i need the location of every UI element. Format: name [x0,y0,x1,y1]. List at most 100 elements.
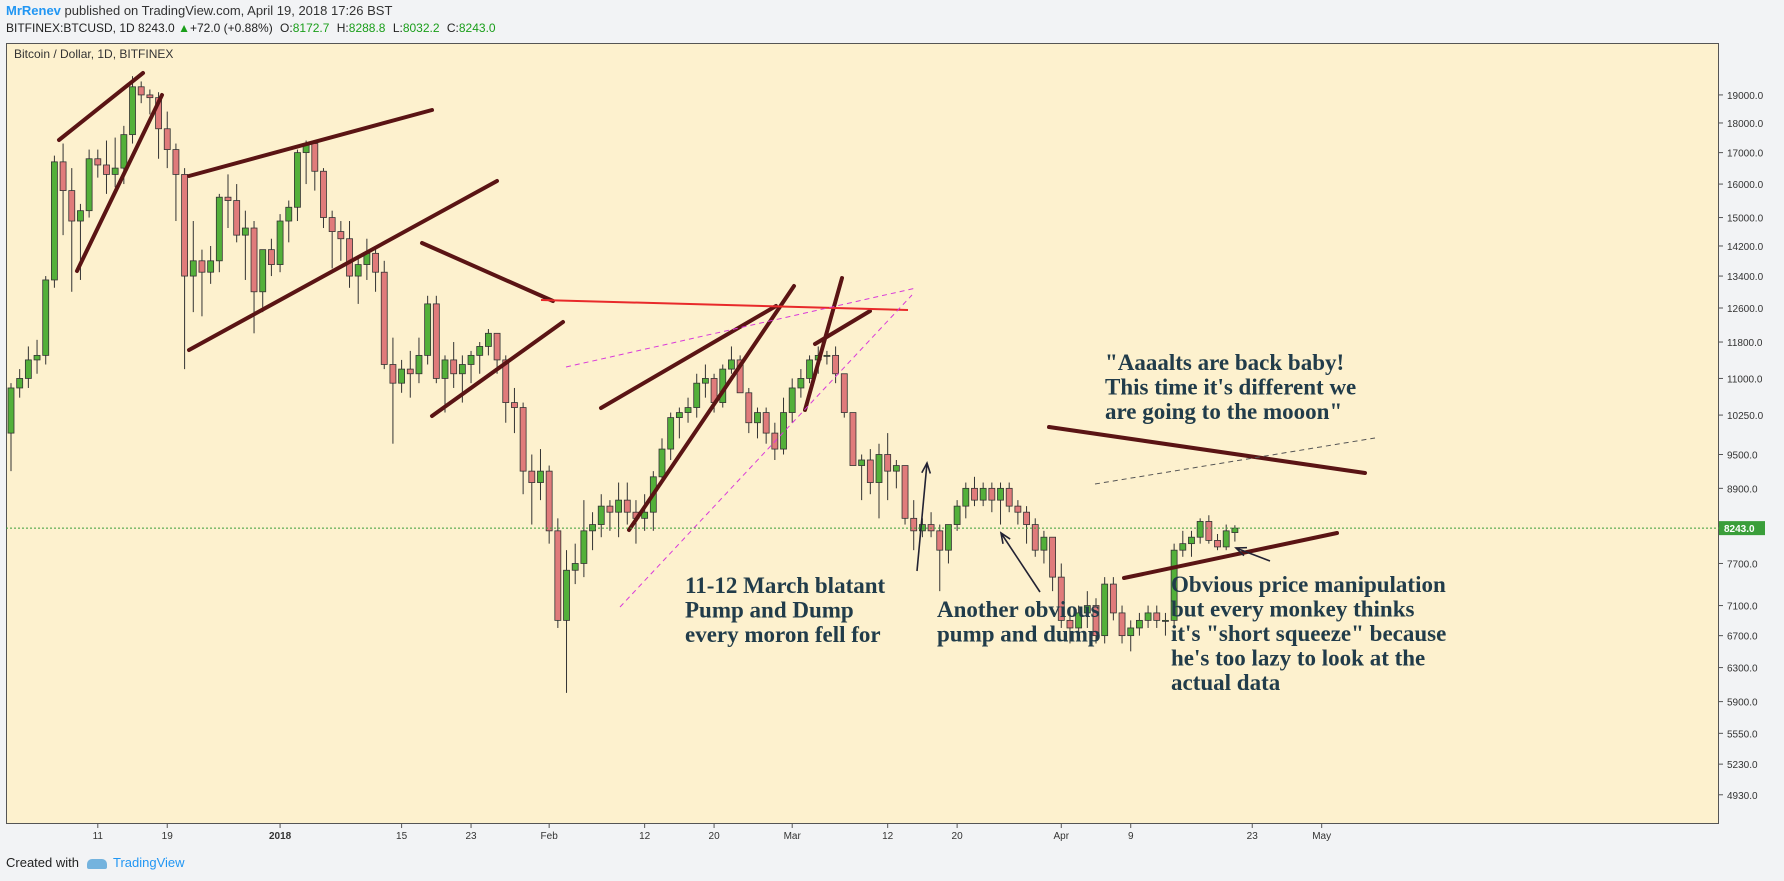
close-value: 8243.0 [458,21,496,35]
tradingview-link[interactable]: TradingView [112,855,185,870]
candle-body [788,387,796,413]
candle-down [988,482,996,513]
trendline [187,108,434,178]
candle-body [59,161,67,191]
author-link[interactable]: MrRenev [6,3,61,18]
y-tick-label: 15000.0 [1727,214,1764,225]
candle-up [979,482,987,507]
candle-up [85,149,93,218]
candle-body [1136,619,1143,629]
candle-down [623,482,631,525]
candle-body [571,563,579,571]
candle-body [24,359,32,379]
candle-up [111,137,119,188]
time-axis[interactable] [6,824,1719,844]
arrowhead-icon [1234,546,1248,557]
candle-body [1101,583,1109,637]
candle-body [988,487,996,501]
candle-body [233,200,241,236]
last-price-tag-label: 8243.0 [1724,524,1755,535]
candle-body [189,260,197,277]
x-tick-label: 12 [882,831,894,842]
candle-up [285,200,293,243]
candle-up [476,342,484,374]
x-tick-label: 2018 [269,831,292,842]
candle-up [51,155,58,288]
x-tick-label: 12 [639,831,651,842]
candle-down [545,465,553,544]
candle-body [1066,619,1074,629]
candle-down [511,387,518,434]
candle-up [484,329,492,356]
candle-body [259,249,267,293]
candle-up [615,482,622,538]
candle-down [927,512,935,538]
candle-up [207,245,215,284]
candle-body [33,354,41,361]
x-tick-label: 23 [465,831,477,842]
candle-body [623,499,631,513]
candle-body [728,359,735,370]
candle-body [1031,524,1039,551]
x-tick-label: Feb [541,831,559,842]
candle-body [415,354,423,375]
candle-body [441,359,449,379]
y-tick-label: 5230.0 [1727,760,1758,771]
chart-plot-area[interactable] [6,43,1719,824]
candle-body [979,487,987,501]
candle-body [380,271,388,365]
low-value: 8032.2 [402,21,440,35]
candle-down [311,140,319,191]
candle-body [797,378,805,389]
candle-up [215,193,223,273]
candle-down [163,111,171,169]
candle-down [68,168,76,292]
candle-up [702,364,709,398]
annotation-line: This time it's different we [1105,375,1356,400]
candle-body [502,359,510,403]
candle-down [554,518,562,628]
annotation-line: but every monkey thinks [1171,597,1414,622]
candle-body [1092,605,1100,637]
candle-body [398,368,406,384]
candle-body [849,412,857,466]
y-tick-label: 7100.0 [1727,602,1758,613]
candle-up [363,238,371,280]
footer: Created with TradingView [6,855,185,870]
candle-up [415,337,423,384]
candle-down [745,387,753,434]
candle-up [797,369,805,398]
candle-down [519,402,527,495]
candle-body [1005,487,1013,507]
candle-down [1005,482,1013,513]
candle-body [606,505,614,513]
candle-down [1214,534,1221,551]
candle-up [875,443,883,519]
candle-body [224,196,232,201]
candle-body [884,454,892,472]
candle-body [328,217,336,232]
candle-down [1057,563,1065,628]
candle-down [372,245,379,292]
candle-down [936,524,944,592]
candle-body [16,378,24,389]
candle-body [1214,540,1221,548]
y-tick-label: 5550.0 [1727,729,1758,740]
candle-body [450,359,458,375]
change-value: +72.0 (+0.88%) [189,21,273,35]
price-axis[interactable] [1719,43,1784,824]
candle-down [432,295,440,384]
candle-down [450,342,458,388]
candle-up [1040,530,1048,564]
last-price-tag [1719,521,1765,536]
candle-up [1222,524,1230,551]
candle-body [762,412,770,434]
candle-up [129,76,136,144]
trendline [599,304,778,410]
candle-down [849,412,857,466]
candle-body [103,164,110,175]
candle-up [997,482,1004,525]
candle-up [806,355,813,384]
candle-body [51,161,58,281]
y-tick-label: 10250.0 [1727,411,1764,422]
